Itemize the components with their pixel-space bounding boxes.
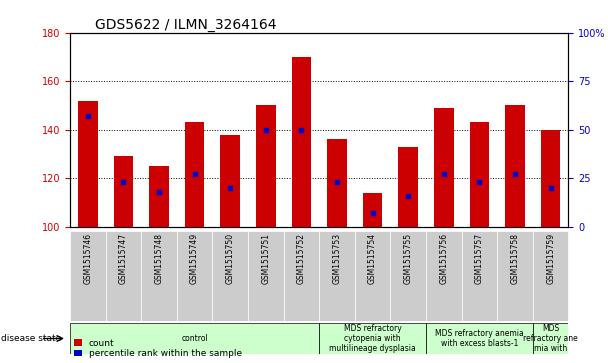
Text: GSM1515747: GSM1515747 xyxy=(119,233,128,284)
Bar xyxy=(78,101,97,227)
Bar xyxy=(212,231,248,321)
Bar xyxy=(248,231,283,321)
Bar xyxy=(141,231,177,321)
Bar xyxy=(426,323,533,354)
Bar xyxy=(541,130,561,227)
Bar xyxy=(256,106,275,227)
Bar xyxy=(283,231,319,321)
Text: GSM1515755: GSM1515755 xyxy=(404,233,413,284)
Text: GSM1515748: GSM1515748 xyxy=(154,233,164,284)
Text: MDS
refractory ane
mia with: MDS refractory ane mia with xyxy=(523,323,578,354)
Text: GSM1515746: GSM1515746 xyxy=(83,233,92,284)
Bar xyxy=(70,231,106,321)
Bar xyxy=(185,122,204,227)
Bar xyxy=(327,139,347,227)
Bar xyxy=(426,231,461,321)
Bar xyxy=(319,323,426,354)
Text: GSM1515752: GSM1515752 xyxy=(297,233,306,284)
Text: GSM1515751: GSM1515751 xyxy=(261,233,271,284)
Bar xyxy=(292,57,311,227)
Bar xyxy=(497,231,533,321)
Legend: count, percentile rank within the sample: count, percentile rank within the sample xyxy=(74,339,242,358)
Bar xyxy=(149,166,169,227)
Text: disease state: disease state xyxy=(1,334,61,343)
Bar xyxy=(220,135,240,227)
Text: control: control xyxy=(181,334,208,343)
Text: GSM1515754: GSM1515754 xyxy=(368,233,377,284)
Bar xyxy=(319,231,355,321)
Text: GSM1515757: GSM1515757 xyxy=(475,233,484,284)
Bar xyxy=(505,106,525,227)
Text: GSM1515759: GSM1515759 xyxy=(546,233,555,284)
Bar xyxy=(70,323,319,354)
Text: GSM1515756: GSM1515756 xyxy=(440,233,448,284)
Text: GSM1515753: GSM1515753 xyxy=(333,233,342,284)
Bar xyxy=(355,231,390,321)
Text: GSM1515749: GSM1515749 xyxy=(190,233,199,284)
Bar xyxy=(363,193,382,227)
Bar xyxy=(114,156,133,227)
Bar xyxy=(177,231,212,321)
Bar xyxy=(434,108,454,227)
Bar xyxy=(398,147,418,227)
Text: GSM1515758: GSM1515758 xyxy=(511,233,520,284)
Text: GSM1515750: GSM1515750 xyxy=(226,233,235,284)
Text: MDS refractory anemia
with excess blasts-1: MDS refractory anemia with excess blasts… xyxy=(435,329,524,348)
Bar xyxy=(106,231,141,321)
Bar xyxy=(390,231,426,321)
Bar xyxy=(533,323,568,354)
Bar xyxy=(533,231,568,321)
Text: MDS refractory
cytopenia with
multilineage dysplasia: MDS refractory cytopenia with multilinea… xyxy=(330,323,416,354)
Bar xyxy=(469,122,489,227)
Text: GDS5622 / ILMN_3264164: GDS5622 / ILMN_3264164 xyxy=(95,18,277,32)
Bar xyxy=(461,231,497,321)
